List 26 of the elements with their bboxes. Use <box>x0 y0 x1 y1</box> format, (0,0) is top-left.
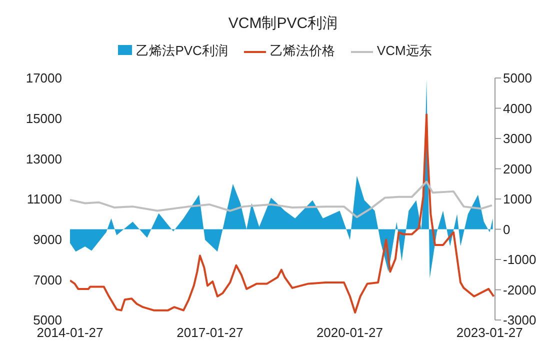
y2-tick-label: 3000 <box>503 131 532 146</box>
y-tick-label: 13000 <box>26 151 62 166</box>
y-tick-label: 11000 <box>26 192 62 207</box>
y-tick-label: 17000 <box>26 70 62 86</box>
x-tick-label: 2014-01-27 <box>36 325 104 340</box>
y2-tick-label: -2000 <box>503 282 536 298</box>
y-tick-label: 7000 <box>33 272 62 288</box>
y2-tick-label: 5000 <box>503 70 532 86</box>
y2-tick-label: 2000 <box>503 161 532 176</box>
legend-label: VCM远东 <box>376 43 432 58</box>
y2-tick-label: -3000 <box>503 312 536 328</box>
legend-label: 乙烯法PVC利润 <box>135 43 228 58</box>
y-tick-label: 9000 <box>33 232 62 247</box>
x-tick-label: 2020-01-27 <box>316 325 383 340</box>
y2-tick-label: -1000 <box>503 252 536 268</box>
y-tick-label: 5000 <box>33 312 62 328</box>
y2-tick-label: 1000 <box>503 192 532 207</box>
x-tick-label: 2023-01-27 <box>456 325 523 340</box>
y-tick-label: 15000 <box>26 110 62 126</box>
y2-tick-label: 0 <box>503 222 510 237</box>
x-tick-label: 2017-01-27 <box>176 325 244 340</box>
legend-label: 乙烯法价格 <box>268 43 335 58</box>
chart-title: VCM制PVC利润 <box>227 14 339 33</box>
line-series <box>70 180 493 218</box>
y2-tick-label: 4000 <box>503 100 532 116</box>
line-series <box>70 114 495 314</box>
